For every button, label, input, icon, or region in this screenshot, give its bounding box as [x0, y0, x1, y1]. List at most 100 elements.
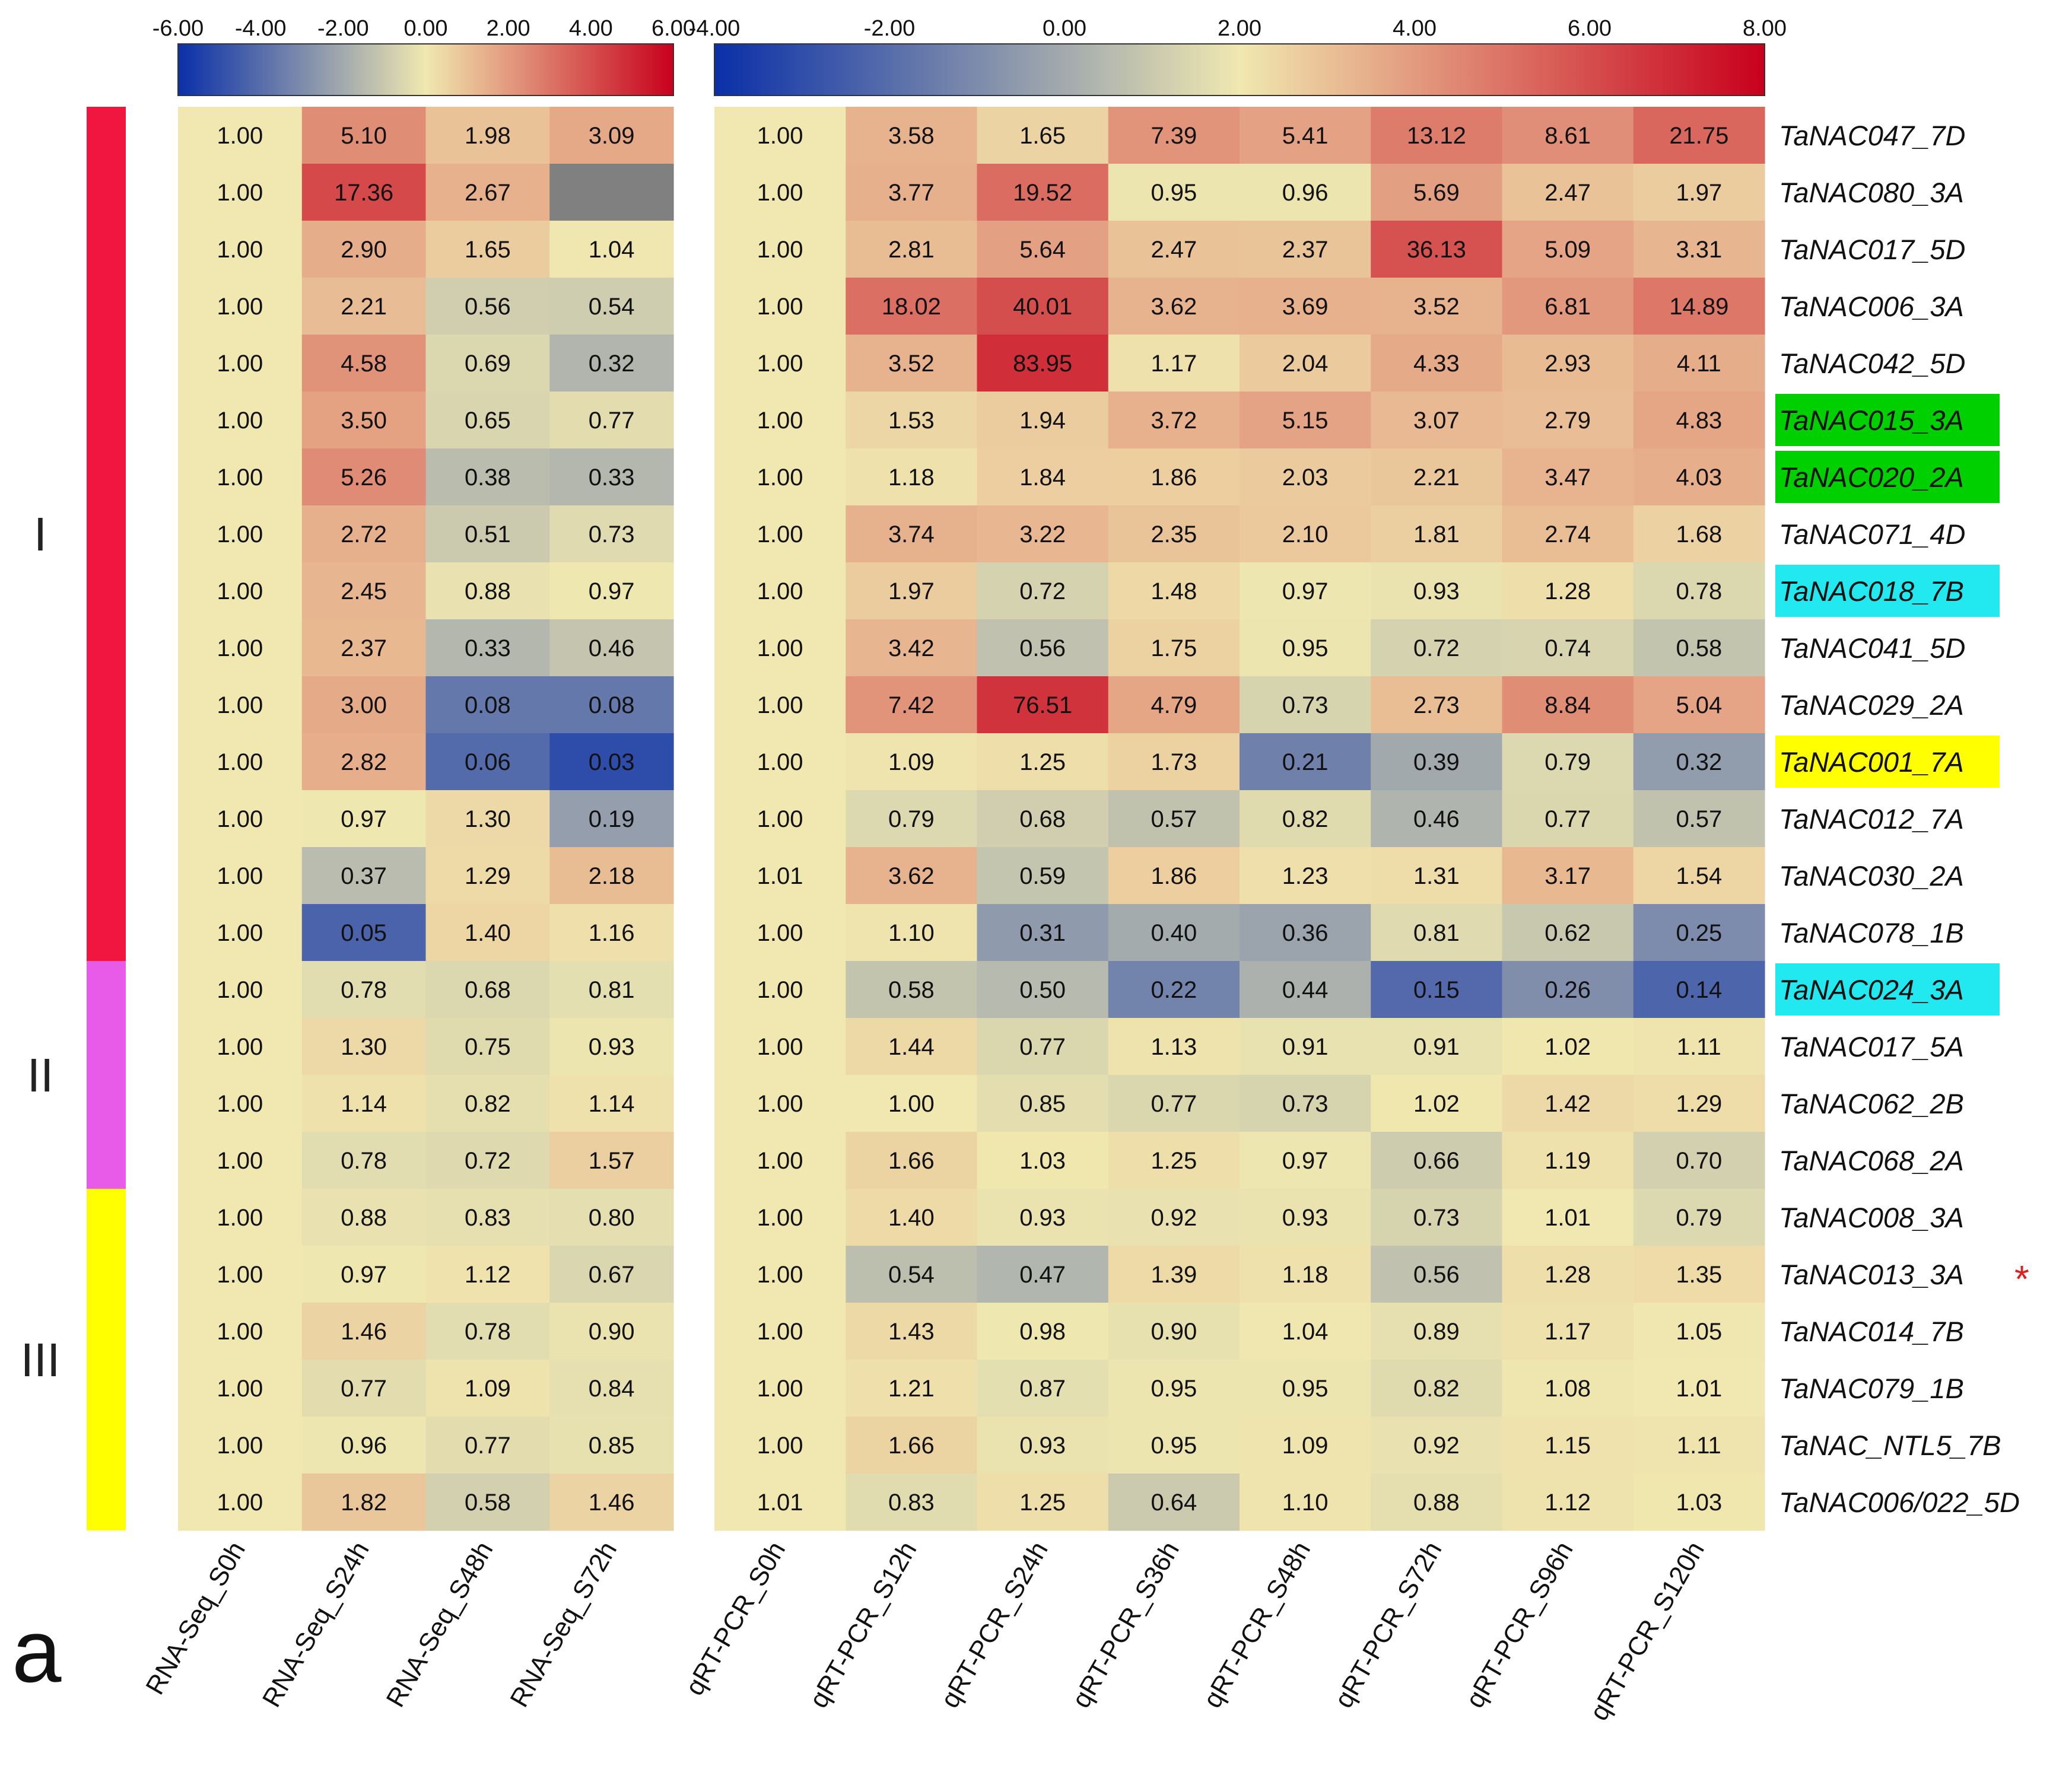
cell-value-label: 3.31: [1676, 237, 1722, 263]
cell-value-label: 4.79: [1151, 692, 1197, 718]
cell-value-label: 1.48: [1151, 578, 1197, 604]
heatmap-cell: [714, 448, 846, 506]
gene-label: TaNAC006_3A: [1779, 291, 1964, 322]
heatmap-cell: [1502, 164, 1634, 221]
cell-value-label: 1.98: [465, 123, 511, 149]
cell-value-label: 1.01: [1545, 1205, 1591, 1231]
cell-value-label: 2.21: [341, 294, 387, 320]
heatmap-cell: [1108, 1018, 1240, 1075]
heatmap-cell: [1371, 904, 1503, 962]
heatmap-cell: [1371, 221, 1503, 278]
heatmap-cell: [1633, 733, 1765, 791]
cell-value-label: 18.02: [882, 294, 941, 320]
cell-value-label: 0.37: [341, 863, 387, 889]
heatmap-cell: [1502, 505, 1634, 563]
heatmap-cell: [301, 392, 427, 449]
heatmap-cell: [1633, 847, 1765, 905]
cell-value-label: 1.66: [888, 1148, 935, 1174]
heatmap-cell: [1502, 676, 1634, 734]
cell-value-label: 1.00: [757, 806, 803, 832]
cell-value-label: 1.39: [1151, 1262, 1197, 1288]
cell-value-label: 0.89: [1413, 1319, 1460, 1345]
heatmap-cell: [714, 790, 846, 848]
cell-value-label: 36.13: [1407, 237, 1466, 263]
heatmap-cell: [301, 619, 427, 677]
heatmap-cell: [1108, 505, 1240, 563]
heatmap-cell: [549, 505, 674, 563]
heatmap-cell: [714, 619, 846, 677]
cell-value-label: 0.44: [1282, 977, 1329, 1003]
heatmap-cell: [1240, 961, 1371, 1019]
cell-value-label: 0.05: [341, 920, 387, 946]
heatmap-cell: [1108, 961, 1240, 1019]
gene-label: TaNAC012_7A: [1779, 803, 1964, 835]
heatmap-cell: [1502, 278, 1634, 335]
heatmap-cell: [425, 676, 550, 734]
cell-value-label: 1.14: [589, 1091, 635, 1117]
cell-value-label: 1.25: [1151, 1148, 1197, 1174]
heatmap-cell: [1371, 164, 1503, 221]
heatmap-cell: [1633, 562, 1765, 620]
gene-label: TaNAC_NTL5_7B: [1779, 1430, 2001, 1461]
cell-value-label: 1.00: [757, 1205, 803, 1231]
heatmap-cell: [425, 733, 550, 791]
heatmap-cell: [1371, 733, 1503, 791]
heatmap-cell: [1502, 1360, 1634, 1417]
cell-value-label: 0.97: [1282, 578, 1329, 604]
heatmap-cell: [1240, 278, 1371, 335]
heatmap-cell: [301, 1417, 427, 1474]
cell-value-label: 2.21: [1413, 464, 1460, 491]
heatmap-cell: [846, 1303, 978, 1360]
gene-label: TaNAC020_2A: [1779, 462, 1964, 493]
gene-label: TaNAC071_4D: [1779, 518, 1965, 550]
cell-value-label: 0.08: [589, 692, 635, 718]
heatmap-cell: [977, 107, 1109, 164]
cell-value-label: 1.00: [757, 1433, 803, 1459]
heatmap-cell: [1240, 676, 1371, 734]
cell-value-label: 1.14: [341, 1091, 387, 1117]
heatmap-cell: [1240, 733, 1371, 791]
cell-value-label: 40.01: [1013, 294, 1072, 320]
cell-value-label: 2.45: [341, 578, 387, 604]
heatmap-cell: [1240, 107, 1371, 164]
cell-value-label: 2.73: [1413, 692, 1460, 718]
cell-value-label: 17.36: [334, 180, 393, 206]
heatmap-cell: [425, 847, 550, 905]
cell-value-label: 3.47: [1545, 464, 1591, 491]
cell-value-label: 0.64: [1151, 1490, 1197, 1516]
heatmap-cell: [301, 961, 427, 1019]
heatmap-cell: [1502, 335, 1634, 392]
heatmap-cell: [1240, 790, 1371, 848]
heatmap-cell: [714, 1474, 846, 1531]
heatmap-cell: [1633, 164, 1765, 221]
cell-value-label: 1.00: [757, 1319, 803, 1345]
heatmap-cell: [301, 1018, 427, 1075]
heatmap-cell: [301, 1075, 427, 1132]
cell-value-label: 3.58: [888, 123, 935, 149]
cell-value-label: 1.00: [757, 237, 803, 263]
cell-value-label: 1.84: [1019, 464, 1066, 491]
column-label: qRT-PCR_S12h: [804, 1537, 923, 1713]
heatmap-cell: [1108, 1189, 1240, 1246]
heatmap-cell: [1371, 1360, 1503, 1417]
heatmap-cell: [846, 1417, 978, 1474]
heatmap-cell: [846, 278, 978, 335]
cell-value-label: 0.79: [1676, 1205, 1722, 1231]
heatmap-cell: [425, 335, 550, 392]
cell-value-label: 0.33: [465, 635, 511, 661]
heatmap-cell: [714, 1360, 846, 1417]
heatmap-cell: [549, 904, 674, 962]
heatmap-cell: [425, 562, 550, 620]
cell-value-label: 0.33: [589, 464, 635, 491]
column-labels: RNA-Seq_S0h RNA-Seq_S24h RNA-Seq_S48h RNA-S…: [140, 1537, 1710, 1726]
heatmap-cell: [1633, 1474, 1765, 1531]
cell-value-label: 1.00: [757, 464, 803, 491]
cell-value-label: 1.10: [1282, 1490, 1329, 1516]
scale-tick-label: 4.00: [1393, 16, 1437, 41]
gene-highlight-box: [1775, 736, 2000, 788]
scale-tick-label: 0.00: [404, 16, 448, 41]
heatmap-cell: [1371, 790, 1503, 848]
cell-value-label: 0.97: [341, 806, 387, 832]
cell-value-label: 21.75: [1669, 123, 1728, 149]
heatmap-cell: [1633, 1360, 1765, 1417]
